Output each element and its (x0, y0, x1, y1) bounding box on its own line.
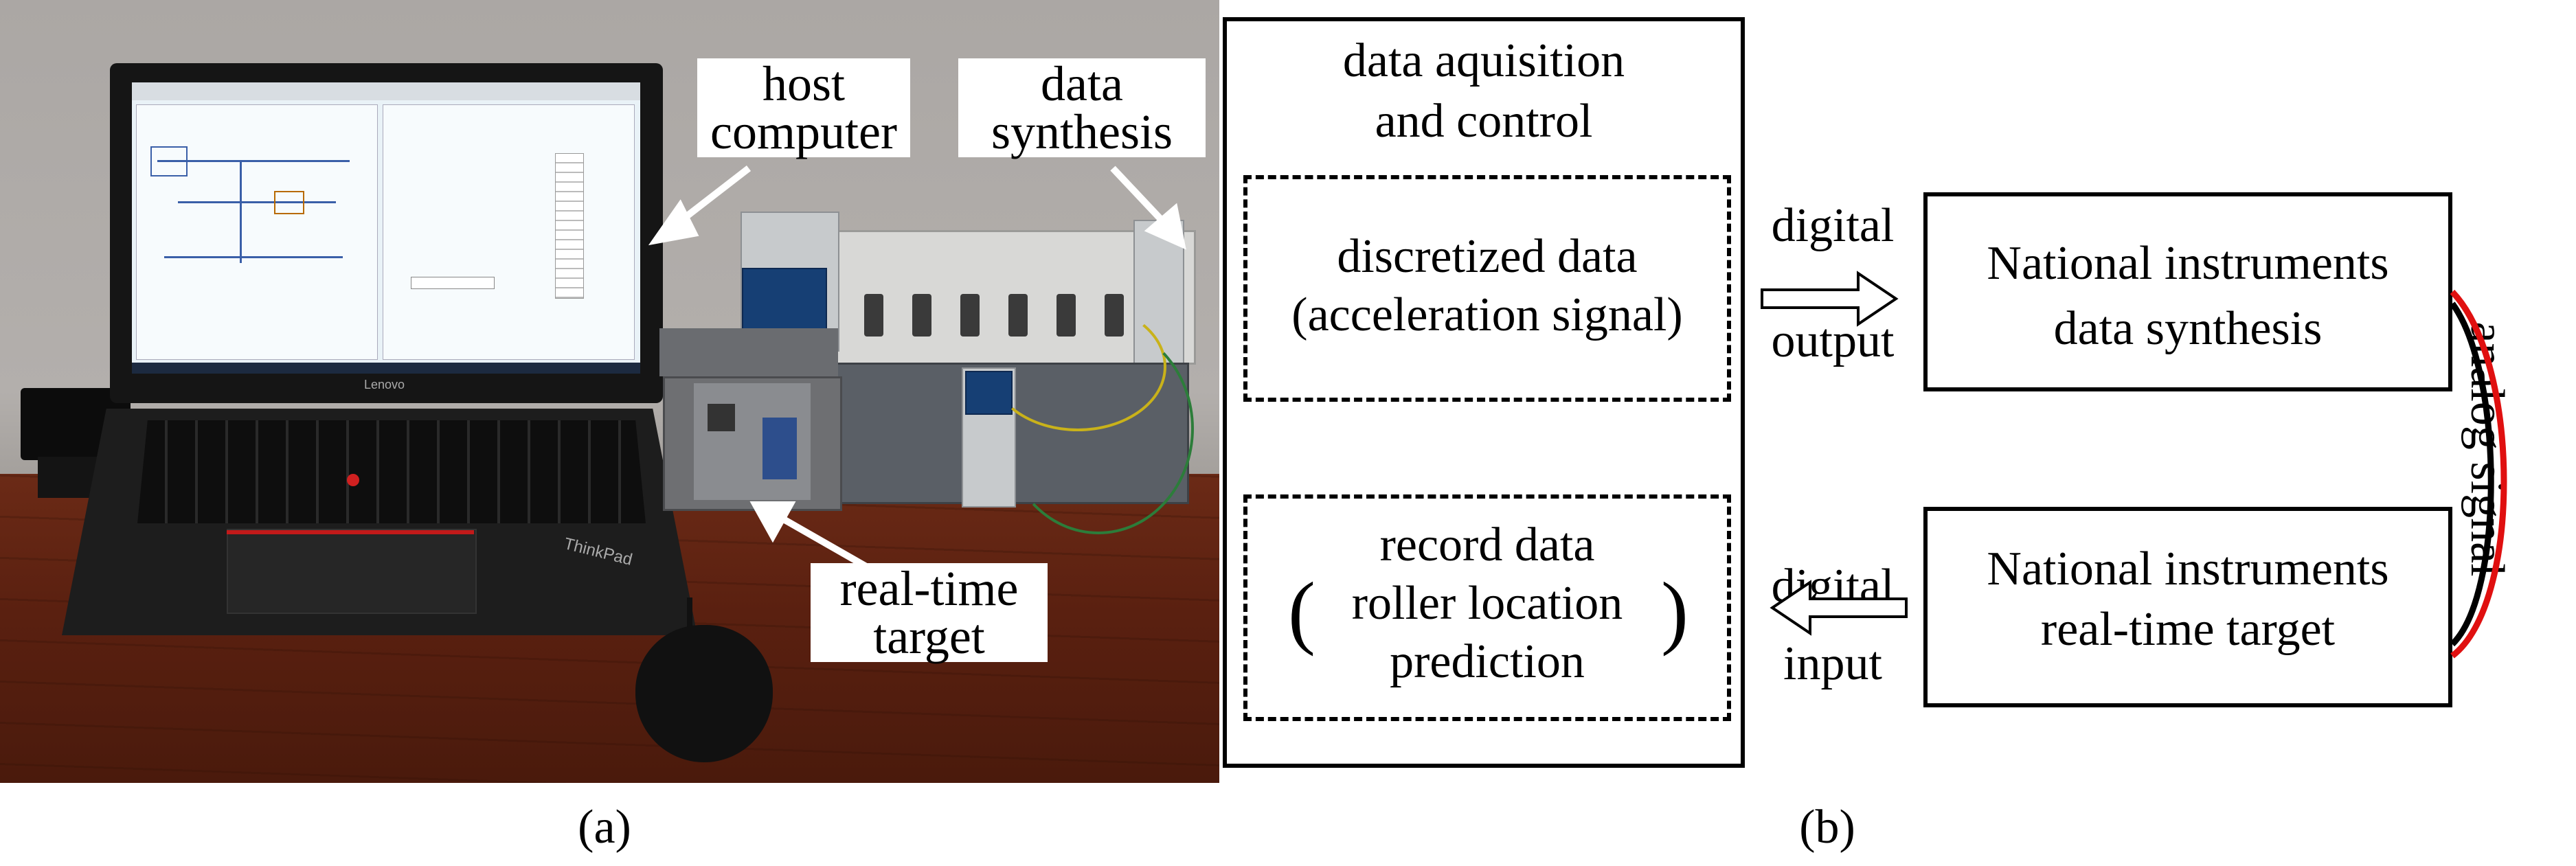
callout-line: target (873, 609, 985, 664)
diagram-wire (178, 201, 336, 203)
host-computer-callout: host computer (697, 58, 910, 157)
windows-taskbar (132, 363, 640, 374)
diagram-wire (157, 160, 350, 162)
analog-wire-black (2450, 301, 2494, 647)
caption-a: (a) (578, 801, 631, 854)
controller-port (762, 418, 797, 479)
data-synthesis-arrow (1110, 166, 1171, 229)
diagram-wire (240, 160, 242, 263)
discretized-data-box (1243, 175, 1731, 402)
controller-front-panel (694, 383, 811, 500)
photo-panel-a: Lenovo ThinkPad host computer data synth… (0, 0, 1219, 783)
front-panel-control (411, 277, 495, 289)
ni-synthesis-line1: National instruments (1987, 237, 2389, 290)
chassis-slot (960, 294, 980, 337)
ni-data-synthesis-box (1923, 192, 2452, 391)
record-line2: roller location (1351, 577, 1623, 630)
data-synthesis-arrowhead (1144, 203, 1186, 250)
acquisition-control-box (1223, 17, 1745, 768)
controller-top (659, 328, 838, 376)
data-synthesis-callout: data synthesis (958, 58, 1206, 157)
discretized-line1: discretized data (1337, 230, 1638, 283)
acquisition-title-line2: and control (1375, 95, 1593, 148)
discretized-line2: (acceleration signal) (1291, 288, 1683, 341)
record-line1: record data (1379, 519, 1595, 571)
digital-input-arrow (1770, 580, 1908, 636)
record-open-paren: ( (1288, 565, 1315, 657)
controller-port (708, 404, 735, 431)
diagram-wire (164, 256, 343, 258)
front-panel-window (383, 104, 635, 360)
chassis-slot (864, 294, 883, 337)
callout-line: host (762, 56, 846, 111)
real-time-target-arrow (774, 512, 874, 573)
record-line3: prediction (1390, 635, 1585, 688)
host-computer-arrowhead (648, 199, 699, 246)
mouse-cable (687, 597, 692, 639)
callout-line: data (1041, 56, 1123, 111)
caption-b: (b) (1799, 801, 1855, 854)
ni-realtime-line1: National instruments (1987, 543, 2389, 595)
analog-wire-red (2450, 289, 2507, 659)
record-data-box (1243, 494, 1731, 721)
data-table (555, 153, 584, 299)
block-diagram-window (136, 104, 378, 360)
ni-real-time-target-box (1923, 507, 2452, 707)
digital-output-arrow (1761, 271, 1899, 327)
callout-arrows (648, 166, 1186, 573)
digital-output-line2: output (1771, 315, 1895, 367)
lenovo-logo: Lenovo (364, 378, 405, 391)
diagram-node (274, 191, 304, 214)
computer-mouse (635, 625, 773, 762)
screen-menubar (132, 82, 640, 100)
callout-line: computer (710, 104, 897, 159)
laptop-screen (132, 82, 640, 371)
real-time-target-arrowhead (749, 501, 796, 543)
touchpad (227, 529, 477, 614)
diagram-node (150, 146, 188, 176)
laptop-keyboard (137, 420, 646, 523)
ni-realtime-line2: real-time target (2040, 603, 2336, 656)
chassis-slot (912, 294, 931, 337)
digital-input-line2: input (1783, 637, 1882, 690)
ni-synthesis-line2: data synthesis (2053, 302, 2323, 355)
touchpad-buttons (227, 530, 474, 534)
record-close-paren: ) (1661, 565, 1688, 657)
diagram-connectors (1761, 271, 2507, 659)
digital-output-line1: digital (1771, 199, 1895, 252)
green-wire (1003, 323, 1194, 534)
trackpoint (347, 474, 359, 486)
acquisition-title-line1: data aquisition (1342, 34, 1625, 87)
callout-line: synthesis (991, 104, 1173, 159)
